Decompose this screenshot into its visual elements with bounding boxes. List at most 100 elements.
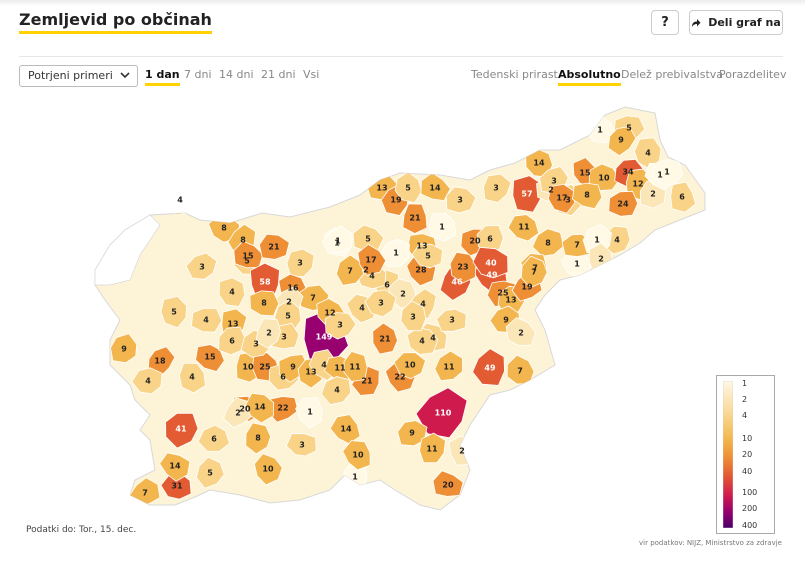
municipality-region[interactable] (249, 262, 280, 300)
municipality-region[interactable] (285, 433, 317, 457)
municipality-value-label: 16 (287, 284, 299, 293)
help-button[interactable]: ? (651, 10, 679, 35)
municipality-region[interactable] (324, 312, 357, 340)
metric-select[interactable]: Potrjeni primeri (19, 65, 138, 87)
municipality-region[interactable] (147, 346, 176, 377)
municipality-region[interactable] (445, 186, 477, 214)
municipality-region[interactable] (197, 424, 230, 452)
municipality-region[interactable] (633, 137, 662, 170)
municipality-region[interactable] (394, 171, 423, 204)
municipality-value-label: 7 (142, 489, 148, 498)
municipality-region[interactable] (364, 289, 397, 318)
municipality-region[interactable] (505, 317, 536, 347)
municipality-region[interactable] (415, 387, 468, 439)
municipality-region[interactable] (532, 228, 565, 257)
municipality-region[interactable] (506, 354, 535, 385)
municipality-region[interactable] (357, 243, 387, 276)
municipality-region[interactable] (397, 420, 428, 447)
municipality-region[interactable] (322, 225, 353, 254)
tab-21-dni[interactable]: 21 dni (261, 68, 296, 81)
municipality-region[interactable] (472, 246, 509, 279)
municipality-value-label: 2 (598, 255, 604, 264)
municipality-region[interactable] (428, 212, 457, 242)
tab-vsi[interactable]: Vsi (303, 68, 320, 81)
municipality-region[interactable] (295, 397, 323, 429)
municipality-region[interactable] (185, 252, 218, 280)
municipality-region[interactable] (483, 173, 512, 203)
municipality-region[interactable] (131, 367, 163, 395)
municipality-region[interactable] (196, 456, 225, 489)
municipality-region[interactable] (372, 322, 398, 355)
municipality-region[interactable] (449, 251, 477, 284)
municipality-region[interactable] (195, 344, 225, 372)
municipality-value-label: 13 (376, 184, 387, 193)
municipality-region[interactable] (520, 255, 548, 289)
tab-14-dni[interactable]: 14 dni (219, 68, 254, 81)
municipality-region[interactable] (191, 307, 223, 333)
municipality-region[interactable] (160, 295, 188, 329)
municipality-region[interactable] (320, 376, 352, 406)
municipality-value-label: 6 (487, 235, 493, 244)
municipality-region[interactable] (406, 327, 439, 355)
municipality-region[interactable] (400, 300, 427, 332)
municipality-region[interactable] (267, 396, 299, 423)
municipality-value-label: 3 (565, 196, 571, 205)
legend-label: 100 (742, 488, 758, 497)
tab-tedenski-prirast[interactable]: Tedenski prirast (471, 68, 558, 81)
municipality-region[interactable] (249, 290, 280, 317)
municipality-value-label: 7 (347, 267, 353, 276)
municipality-region[interactable] (255, 318, 282, 349)
tab-1-dan[interactable]: 1 dan (145, 68, 180, 86)
municipality-region[interactable] (512, 175, 544, 213)
municipality-region[interactable] (607, 126, 637, 157)
municipality-value-label: 10 (404, 361, 416, 370)
municipality-region[interactable] (245, 392, 275, 424)
municipality-region[interactable] (233, 240, 264, 269)
municipality-region[interactable] (608, 190, 639, 217)
municipality-region[interactable] (651, 159, 684, 186)
municipality-region[interactable] (432, 470, 464, 497)
municipality-region[interactable] (258, 233, 290, 260)
municipality-region[interactable] (245, 422, 272, 455)
municipality-value-label: 149 (316, 333, 333, 342)
municipality-value-label: 24 (617, 200, 629, 209)
municipality-region[interactable] (507, 214, 540, 242)
municipality-region[interactable] (393, 352, 426, 380)
municipality-region[interactable] (419, 432, 446, 464)
municipality-region[interactable] (352, 224, 385, 252)
municipality-region[interactable] (436, 308, 467, 332)
municipality-region[interactable] (379, 238, 410, 268)
municipality-region[interactable] (178, 362, 206, 394)
municipality-region[interactable] (110, 333, 138, 364)
municipality-region[interactable] (160, 472, 192, 500)
share-button[interactable]: Deli graf na (689, 10, 783, 35)
municipality-map[interactable]: 4 8 3 8 5 15 21 3 58 16 7 2 5 1 5 2 13 4 8 3 9 149 12 3 18 5 15 4 6 1… (0, 95, 805, 525)
municipality-value-label: 19 (390, 196, 402, 205)
municipality-region[interactable] (329, 414, 361, 445)
municipality-region[interactable] (402, 203, 428, 234)
municipality-region[interactable] (472, 348, 505, 386)
municipality-region[interactable] (670, 181, 697, 213)
municipality-value-label: 8 (545, 239, 551, 248)
municipality-region[interactable] (343, 351, 368, 382)
municipality-value-label: 13 (505, 296, 516, 305)
municipality-region[interactable] (434, 350, 464, 382)
municipality-region[interactable] (572, 182, 603, 210)
tab-delez-prebivalstva[interactable]: Delež prebivalstva (621, 68, 724, 81)
municipality-value-label: 10 (242, 363, 254, 372)
municipality-value-label: 11 (518, 223, 530, 232)
tab-absolutno[interactable]: Absolutno (558, 68, 621, 86)
share-label: Deli graf na (708, 16, 781, 29)
municipality-region[interactable] (411, 243, 444, 269)
tab-porazdelitev[interactable]: Porazdelitev (719, 68, 787, 81)
municipality-value-label: 8 (261, 299, 267, 308)
municipality-region[interactable] (165, 412, 199, 449)
municipality-region[interactable] (218, 277, 246, 307)
municipality-value-label: 3 (449, 316, 455, 325)
municipality-region[interactable] (253, 453, 283, 486)
legend-label: 20 (742, 450, 753, 459)
municipality-region[interactable] (342, 440, 371, 471)
municipality-region[interactable] (547, 183, 576, 214)
municipality-region[interactable] (159, 452, 191, 482)
tab-7-dni[interactable]: 7 dni (184, 68, 212, 81)
